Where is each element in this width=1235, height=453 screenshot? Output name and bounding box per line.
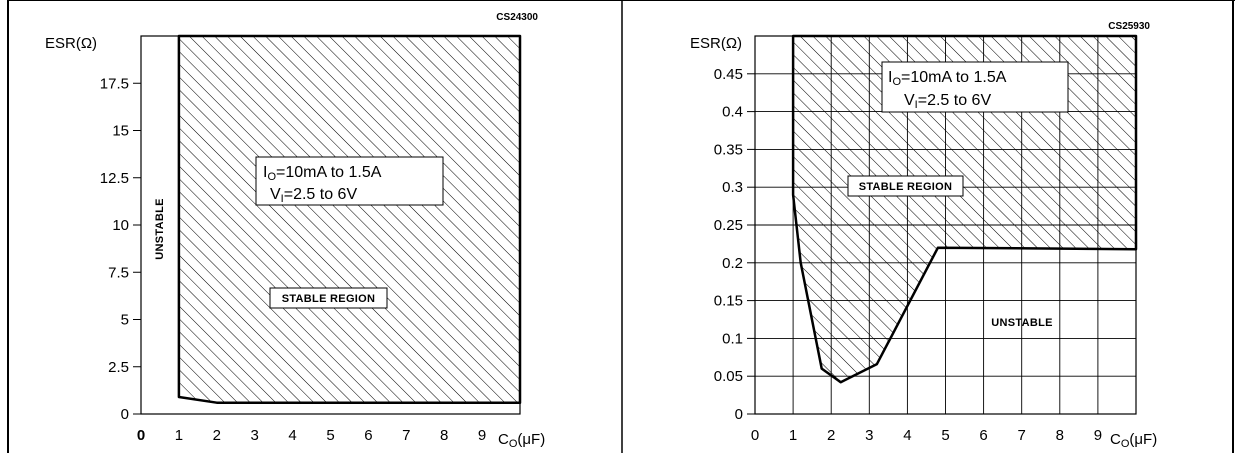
chart-left-condition-line1: IO=10mA to 1.5A bbox=[263, 164, 382, 183]
chart-left-y-axis-title: ESR(Ω) bbox=[45, 35, 97, 52]
chart-left-y-tick-label: 12.5 bbox=[100, 170, 129, 187]
chart-right-x-tick-label: 4 bbox=[903, 427, 911, 444]
chart-left-unstable-label: UNSTABLE bbox=[154, 198, 166, 259]
chart-right-y-tick-label: 0 bbox=[735, 406, 743, 423]
chart-right: 0 0.05 0.1 0.15 0.2 0.25 0.3 0.35 0.4 0.45 0 1 2 3 4 5… bbox=[690, 21, 1157, 450]
chart-right-y-tick-label: 0.25 bbox=[714, 217, 743, 234]
chart-left-x-tick-label: 7 bbox=[402, 427, 410, 444]
chart-right-x-tick-label: 5 bbox=[941, 427, 949, 444]
chart-left-stable-label-box: STABLE REGION bbox=[269, 287, 388, 309]
chart-right-x-tick-label: 9 bbox=[1094, 427, 1102, 444]
chart-right-x-tick-label: 8 bbox=[1056, 427, 1064, 444]
chart-right-stable-region bbox=[793, 36, 1136, 383]
chart-right-y-ticks: 0 0.05 0.1 0.15 0.2 0.25 0.3 0.35 0.4 0.45 bbox=[714, 66, 755, 423]
chart-left-y-tick-label: 10 bbox=[112, 217, 129, 234]
chart-right-x-tick-label: 3 bbox=[865, 427, 873, 444]
chart-right-y-tick-label: 0.05 bbox=[714, 368, 743, 385]
chart-left-x-tick-label: 0 bbox=[137, 427, 145, 444]
chart-right-y-tick-label: 0.3 bbox=[722, 179, 743, 196]
chart-left-y-tick-label: 5 bbox=[121, 312, 129, 329]
chart-left-y-tick-label: 7.5 bbox=[108, 264, 129, 281]
chart-left-y-tick-label: 17.5 bbox=[100, 75, 129, 92]
chart-right-stable-label: STABLE REGION bbox=[859, 181, 953, 193]
chart-left-x-tick-label: 6 bbox=[364, 427, 372, 444]
chart-left-x-tick-label: 8 bbox=[440, 427, 448, 444]
chart-right-x-tick-label: 7 bbox=[1018, 427, 1026, 444]
chart-right-x-axis-title: CO(μF) bbox=[1110, 431, 1157, 450]
chart-right-y-tick-label: 0.45 bbox=[714, 66, 743, 83]
chart-left-condition-line2: VI=2.5 to 6V bbox=[270, 186, 357, 205]
chart-right-y-tick-label: 0.35 bbox=[714, 141, 743, 158]
chart-left-figure-code: CS24300 bbox=[496, 12, 538, 23]
chart-left-x-tick-label: 9 bbox=[478, 427, 486, 444]
chart-right-y-tick-label: 0.4 bbox=[722, 104, 743, 121]
chart-right-condition-box: IO=10mA to 1.5A VI=2.5 to 6V bbox=[881, 61, 1069, 113]
chart-right-y-tick-label: 0.2 bbox=[722, 255, 743, 272]
chart-left-x-tick-label: 3 bbox=[251, 427, 259, 444]
chart-right-condition-line2: VI=2.5 to 6V bbox=[904, 92, 991, 111]
chart-right-x-tick-label: 0 bbox=[751, 427, 759, 444]
chart-left-condition-box: IO=10mA to 1.5A VI=2.5 to 6V bbox=[255, 156, 444, 206]
chart-left-stable-label: STABLE REGION bbox=[282, 293, 376, 305]
chart-right-figure-code: CS25930 bbox=[1108, 21, 1150, 32]
chart-left-y-tick-label: 0 bbox=[121, 406, 129, 423]
chart-right-condition-line1: IO=10mA to 1.5A bbox=[888, 69, 1007, 88]
chart-right-x-tick-label: 6 bbox=[979, 427, 987, 444]
chart-left-x-tick-label: 1 bbox=[175, 427, 183, 444]
chart-left-stable-region bbox=[178, 36, 520, 403]
chart-left-x-tick-label: 4 bbox=[288, 427, 296, 444]
chart-left-y-tick-label: 15 bbox=[112, 123, 129, 140]
chart-right-y-tick-label: 0.15 bbox=[714, 293, 743, 310]
chart-right-unstable-label: UNSTABLE bbox=[991, 317, 1052, 329]
chart-right-y-axis-title: ESR(Ω) bbox=[690, 35, 742, 52]
chart-right-x-tick-label: 2 bbox=[827, 427, 835, 444]
chart-left-y-tick-label: 2.5 bbox=[108, 359, 129, 376]
chart-left-x-tick-label: 5 bbox=[326, 427, 334, 444]
chart-left-x-ticks: 0 1 2 3 4 5 6 7 8 9 bbox=[137, 427, 486, 444]
chart-right-stable-label-box: STABLE REGION bbox=[847, 175, 964, 197]
chart-left-x-tick-label: 2 bbox=[213, 427, 221, 444]
chart-right-x-ticks: 0 1 2 3 4 5 6 7 8 9 bbox=[751, 427, 1102, 444]
chart-right-x-tick-label: 1 bbox=[789, 427, 797, 444]
chart-right-y-tick-label: 0.1 bbox=[722, 330, 743, 347]
chart-left-y-ticks: 0 2.5 5 7.5 10 12.5 15 17.5 bbox=[100, 75, 141, 423]
chart-left-x-axis-title: CO(μF) bbox=[498, 431, 545, 450]
